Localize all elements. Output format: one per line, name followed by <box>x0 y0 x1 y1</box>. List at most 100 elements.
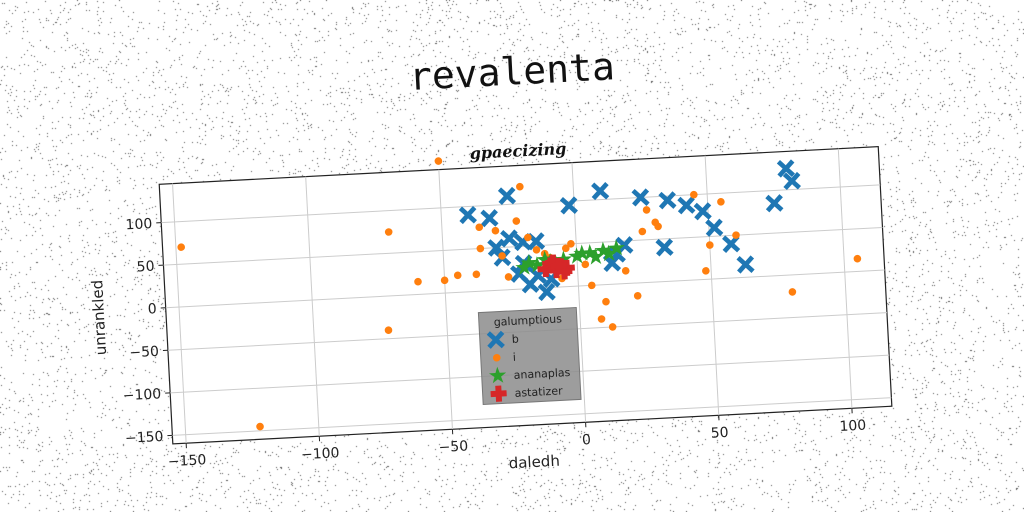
point-b <box>521 275 540 294</box>
point-i <box>561 244 570 253</box>
point-i <box>706 241 714 249</box>
point-i <box>853 254 862 263</box>
point-i <box>476 244 485 253</box>
point-i <box>384 326 393 334</box>
point-b <box>500 229 519 248</box>
axes-title: gpaecizing <box>469 139 567 163</box>
point-i <box>690 190 698 199</box>
y-gridline <box>172 397 892 436</box>
point-i <box>504 273 513 281</box>
point-b <box>782 171 801 191</box>
point-ananaplas <box>600 244 618 262</box>
point-b <box>591 181 610 201</box>
point-i <box>717 197 725 206</box>
point-ananaplas <box>568 247 586 264</box>
y-tick-label: −150 <box>125 429 164 447</box>
point-i <box>475 223 484 232</box>
y-gridline <box>161 184 881 224</box>
point-ananaplas <box>520 254 538 271</box>
point-b <box>776 159 795 178</box>
legend-label-astatizer: astatizer <box>514 384 563 400</box>
point-i <box>472 270 481 279</box>
point-i <box>581 260 590 269</box>
x-tick-label: −100 <box>301 445 340 463</box>
point-i <box>654 222 662 231</box>
point-i <box>567 239 575 248</box>
point-i <box>498 252 506 260</box>
legend-title: galumptious <box>493 312 562 329</box>
x-gridline <box>837 148 853 409</box>
point-astatizer <box>556 263 573 280</box>
point-i <box>732 231 740 239</box>
x-tick-label: 50 <box>710 425 729 442</box>
point-ananaplas <box>573 244 591 261</box>
legend-marker-b <box>486 330 505 349</box>
point-i <box>434 157 443 165</box>
point-i <box>384 228 393 236</box>
y-tick-label: 50 <box>136 259 155 276</box>
point-i <box>587 281 596 290</box>
x-tick-label: −50 <box>438 438 468 456</box>
series-i <box>177 157 862 431</box>
x-tick-label: −150 <box>167 452 206 470</box>
point-b <box>497 186 517 205</box>
point-i <box>597 315 606 323</box>
y-tick-label: −100 <box>122 386 161 404</box>
axes: −150 −100 −50 0 50 100 −150 −100 −50 0 50 100 gpaec… <box>88 139 893 473</box>
point-b <box>658 191 677 210</box>
legend-label-i: i <box>512 351 516 364</box>
series-astatizer <box>537 254 575 280</box>
series-b <box>458 159 801 302</box>
legend-box <box>477 307 582 406</box>
point-i <box>638 227 647 236</box>
point-i <box>642 206 651 214</box>
legend: galumptious bi ananaplas astatizer <box>477 307 582 406</box>
point-i <box>524 233 532 242</box>
point-ananaplas <box>515 258 533 276</box>
point-i <box>788 288 797 296</box>
data-points <box>177 157 862 431</box>
point-ananaplas <box>607 239 625 256</box>
y-gridline <box>163 226 883 266</box>
point-i <box>177 243 186 251</box>
legend-label-b: b <box>511 333 519 346</box>
x-axis-label: daledh <box>508 452 560 473</box>
x-gridline <box>305 176 320 437</box>
point-b <box>480 209 499 228</box>
point-b <box>693 202 712 221</box>
point-b <box>537 282 556 302</box>
point-b <box>631 188 650 207</box>
point-i <box>512 217 521 225</box>
legend-marker-astatizer <box>490 385 507 402</box>
point-astatizer <box>537 260 554 278</box>
point-i <box>414 277 422 286</box>
point-b <box>458 205 477 225</box>
point-i <box>621 266 630 275</box>
legend-marker-i <box>492 353 501 362</box>
point-i <box>633 291 642 300</box>
point-i <box>256 422 264 431</box>
point-astatizer <box>550 257 567 274</box>
y-tick-label: 0 <box>147 301 157 317</box>
point-b <box>559 196 578 215</box>
x-tick-label: 0 <box>582 432 592 448</box>
x-gridline <box>438 169 453 430</box>
point-i <box>532 246 541 254</box>
x-gridline <box>704 155 720 416</box>
x-gridline <box>172 183 187 444</box>
legend-marker-ananaplas <box>488 366 507 384</box>
point-i <box>491 226 500 235</box>
y-tick-label: −50 <box>129 344 159 362</box>
point-b <box>655 238 674 257</box>
y-axis-label: unrankled <box>88 279 110 355</box>
point-ananaplas <box>586 248 605 265</box>
point-i <box>440 276 449 285</box>
point-b <box>765 194 784 213</box>
x-tick-label: 100 <box>839 418 867 435</box>
point-b <box>677 196 696 215</box>
point-b <box>736 255 755 274</box>
y-tick-label: 100 <box>125 216 153 233</box>
point-i <box>453 271 462 280</box>
legend-label-ananaplas: ananaplas <box>513 366 571 382</box>
